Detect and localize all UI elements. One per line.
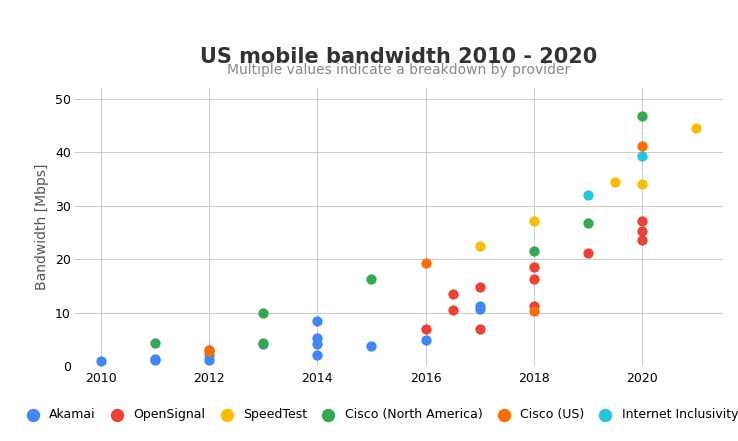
Akamai (149, 355, 161, 362)
Akamai (258, 340, 269, 347)
SpeedTest (636, 181, 648, 188)
SpeedTest (609, 178, 621, 185)
Cisco (US) (203, 348, 215, 355)
Cisco (North America) (528, 248, 539, 255)
Legend: Akamai, OpenSignal, SpeedTest, Cisco (North America), Cisco (US), Internet Inclu: Akamai, OpenSignal, SpeedTest, Cisco (No… (21, 408, 738, 422)
Cisco (North America) (365, 276, 377, 283)
Cisco (US) (528, 307, 539, 314)
OpenSignal (636, 237, 648, 244)
Internet Inclusivity Index (582, 191, 594, 198)
Akamai (311, 340, 323, 348)
OpenSignal (420, 325, 432, 332)
Cisco (North America) (149, 340, 161, 347)
OpenSignal (474, 325, 486, 332)
OpenSignal (528, 264, 539, 271)
OpenSignal (528, 303, 539, 310)
Akamai (420, 336, 432, 344)
OpenSignal (528, 276, 539, 283)
Title: US mobile bandwidth 2010 - 2020: US mobile bandwidth 2010 - 2020 (200, 47, 597, 67)
Text: Multiple values indicate a breakdown by provider: Multiple values indicate a breakdown by … (227, 63, 570, 77)
Cisco (North America) (636, 112, 648, 120)
Y-axis label: Bandwidth [Mbps]: Bandwidth [Mbps] (35, 164, 49, 290)
SpeedTest (690, 125, 702, 132)
Akamai (311, 334, 323, 341)
Akamai (149, 357, 161, 364)
Cisco (US) (420, 260, 432, 267)
Akamai (311, 352, 323, 359)
Akamai (474, 306, 486, 313)
SpeedTest (474, 242, 486, 249)
OpenSignal (446, 306, 458, 314)
Cisco (US) (636, 143, 648, 150)
OpenSignal (636, 228, 648, 235)
Cisco (North America) (582, 219, 594, 226)
Akamai (365, 343, 377, 350)
Akamai (203, 352, 215, 359)
Cisco (North America) (258, 309, 269, 316)
Akamai (203, 357, 215, 364)
Akamai (311, 317, 323, 324)
Akamai (95, 357, 107, 364)
OpenSignal (446, 290, 458, 297)
Akamai (474, 303, 486, 310)
Cisco (North America) (258, 339, 269, 346)
OpenSignal (203, 347, 215, 354)
Internet Inclusivity Index (636, 153, 648, 160)
SpeedTest (528, 217, 539, 224)
OpenSignal (474, 284, 486, 291)
OpenSignal (582, 250, 594, 257)
OpenSignal (636, 217, 648, 224)
